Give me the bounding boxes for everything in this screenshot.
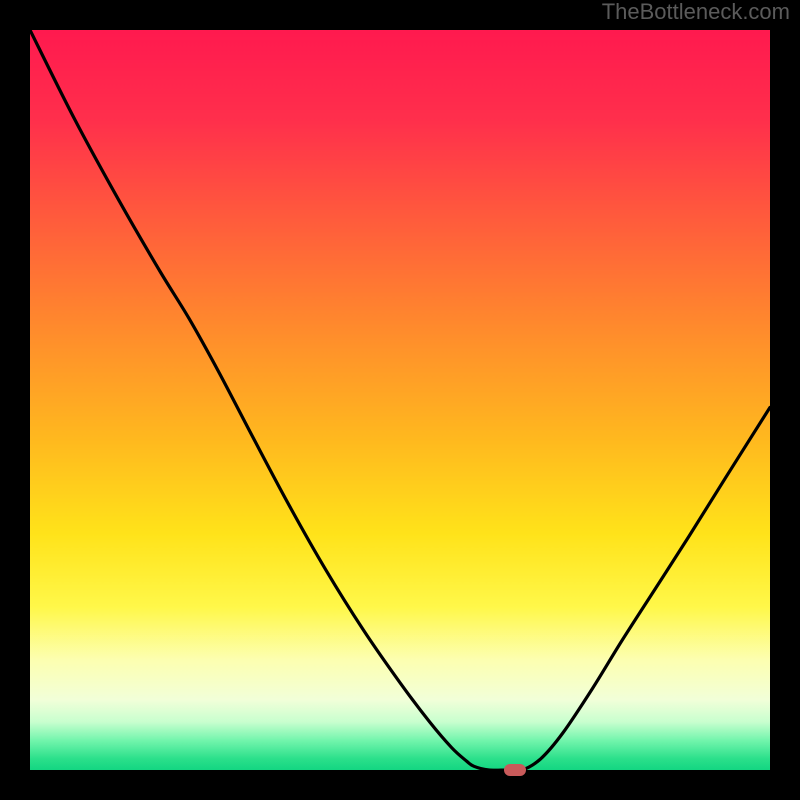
watermark-text: TheBottleneck.com <box>602 0 790 25</box>
curve-svg <box>30 30 770 770</box>
bottleneck-curve <box>30 30 770 770</box>
current-position-marker <box>504 764 526 776</box>
chart-container: TheBottleneck.com <box>0 0 800 800</box>
plot-area <box>30 30 770 770</box>
